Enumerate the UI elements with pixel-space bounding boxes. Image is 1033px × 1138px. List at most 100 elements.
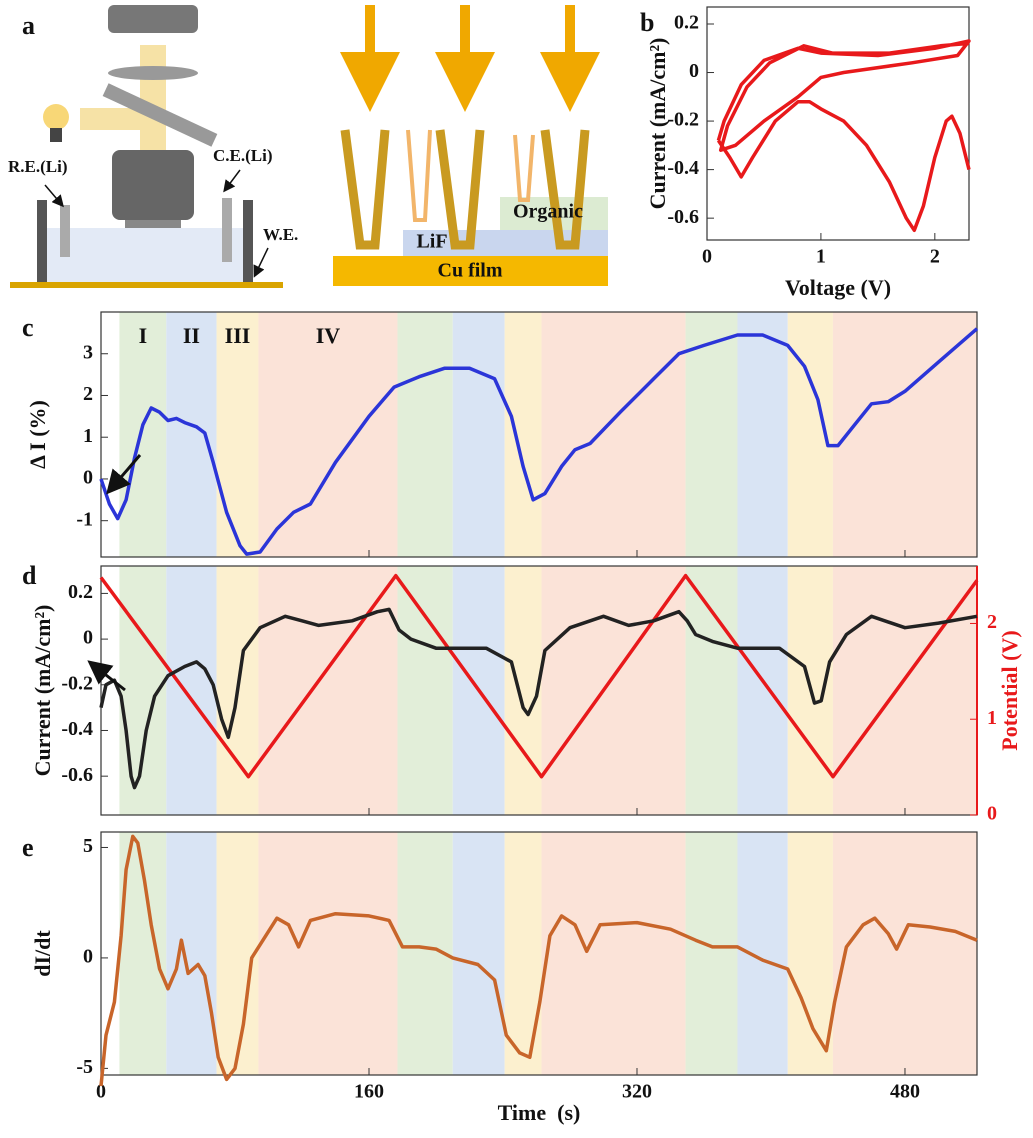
y-tick-label: 0 — [83, 627, 93, 649]
stage-label: I — [139, 323, 148, 348]
stage-band — [216, 312, 259, 557]
electrolyte — [45, 228, 245, 283]
stage-band — [541, 312, 686, 557]
stage-band — [787, 832, 833, 1075]
annotation-arrow — [106, 454, 142, 495]
beam — [80, 108, 140, 130]
y2-tick-label: 1 — [987, 707, 997, 729]
bulb — [43, 104, 69, 130]
y-tick-label: 1 — [83, 425, 93, 447]
x-axis-title: Voltage (V) — [785, 275, 891, 300]
y-tick-label: -0.2 — [61, 672, 93, 694]
label: Cu film — [438, 260, 503, 282]
stage-band — [119, 312, 167, 557]
data-line — [716, 99, 971, 233]
y-axis-title: Current (mA/cm²) — [645, 38, 670, 210]
panel-label: c — [22, 313, 34, 342]
plot-frame — [706, 6, 970, 241]
y-tick-label: 0 — [689, 60, 699, 82]
stage-band — [452, 312, 505, 557]
stage-band — [685, 566, 738, 815]
stage-band — [216, 832, 259, 1075]
diagram: R.E.(Li) C.E.(Li) W.E. a Organic LiF Cu … — [8, 5, 608, 288]
camera — [108, 5, 198, 33]
y-tick-label: -0.6 — [667, 206, 699, 228]
stage-band — [397, 312, 453, 557]
panel-label: b — [640, 8, 654, 37]
layer — [333, 256, 608, 286]
x-tick-label: 160 — [354, 1081, 384, 1103]
incident-light — [340, 5, 600, 112]
pointer — [223, 169, 241, 193]
stage-band — [166, 566, 217, 815]
x-axis-title: Time (s) — [498, 1100, 581, 1125]
stage-band — [397, 566, 453, 815]
x-tick-label: 0 — [96, 1081, 106, 1103]
stage-label: IV — [316, 323, 341, 348]
x-tick-label: 1 — [816, 246, 826, 268]
data-line — [99, 607, 978, 790]
electrode — [243, 200, 253, 282]
y2-tick-label: 2 — [987, 611, 997, 633]
stage-band — [685, 832, 738, 1075]
y-tick-label: 0.2 — [674, 12, 699, 34]
stage-band — [541, 832, 686, 1075]
data-line — [716, 39, 971, 152]
electrode — [37, 200, 47, 282]
stage-band — [832, 312, 977, 557]
stage-band — [832, 832, 977, 1075]
substrate — [10, 282, 283, 288]
stage-band — [504, 312, 542, 557]
stage-band — [452, 832, 505, 1075]
data-line — [99, 327, 979, 556]
stage-band — [832, 566, 977, 815]
reflections — [406, 129, 535, 222]
y-tick-label: -0.6 — [61, 764, 93, 786]
y-axis-title: Current (mA/cm²) — [30, 605, 55, 777]
stage-band — [737, 832, 788, 1075]
plot-frame — [100, 831, 978, 1076]
plot-frame — [100, 311, 978, 558]
y-tick-label: -0.4 — [61, 718, 93, 740]
panel-label: d — [22, 561, 37, 590]
stage-band — [737, 566, 788, 815]
reflections — [340, 129, 590, 250]
stage-band — [737, 312, 788, 557]
stage-label: II — [183, 323, 200, 348]
label: LiF — [416, 231, 447, 253]
data-line — [99, 834, 978, 1087]
stage-band — [504, 566, 542, 815]
label: W.E. — [263, 225, 298, 244]
y2-tick-label: 0 — [987, 803, 997, 825]
stage-band — [166, 832, 217, 1075]
annotation-arrow — [87, 660, 126, 692]
stage-band — [685, 312, 738, 557]
pointer — [44, 184, 64, 208]
filter — [108, 66, 198, 80]
y-tick-label: -0.2 — [667, 109, 699, 131]
pointer — [253, 247, 269, 278]
y-axis-title: dI/dt — [30, 930, 55, 977]
y-tick-label: 0 — [83, 946, 93, 968]
x-tick-label: 0 — [702, 246, 712, 268]
y-axis-title: Δ I (%) — [25, 400, 50, 469]
panel-label: e — [22, 833, 34, 862]
panel-label: a — [22, 11, 35, 40]
stage-band — [258, 832, 398, 1075]
stage-band — [166, 312, 217, 557]
y-tick-label: 3 — [83, 341, 93, 363]
y-tick-label: 0.2 — [68, 581, 93, 603]
x-tick-label: 320 — [622, 1081, 652, 1103]
stage-label: III — [225, 323, 251, 348]
label: R.E.(Li) — [8, 157, 68, 176]
data-line — [99, 573, 979, 779]
electrode — [60, 205, 70, 257]
y-tick-label: 5 — [83, 835, 93, 857]
bulb-base — [50, 128, 62, 142]
objective — [112, 150, 194, 220]
y-tick-label: -1 — [76, 508, 93, 530]
electrode — [222, 198, 232, 262]
